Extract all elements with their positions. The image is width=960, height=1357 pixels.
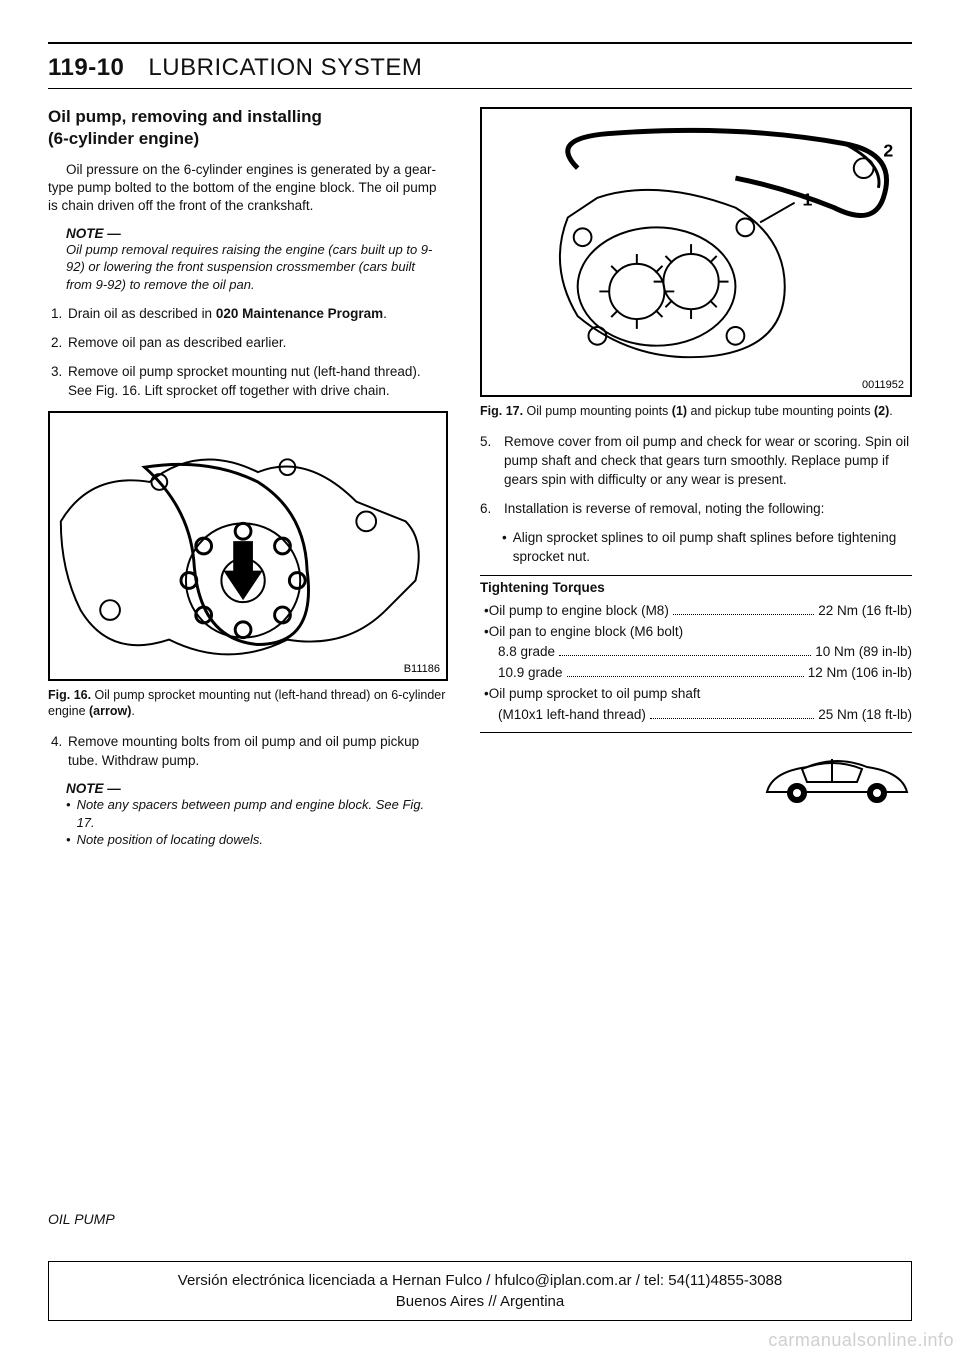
fig-label: Fig. 17. bbox=[480, 404, 523, 418]
note-body-2: Note any spacers between pump and engine… bbox=[66, 796, 438, 849]
step-6: 6. Installation is reverse of removal, n… bbox=[480, 500, 912, 519]
figure-16-box: B11186 bbox=[48, 411, 448, 681]
torque-title: Tightening Torques bbox=[480, 580, 912, 595]
torque-rule-bottom bbox=[480, 732, 912, 733]
torque-dots bbox=[673, 602, 814, 614]
step-bold: 020 Maintenance Program bbox=[216, 306, 383, 321]
figure-16-illustration bbox=[50, 413, 446, 679]
fig-label: Fig. 16. bbox=[48, 688, 91, 702]
figure-16-caption: Fig. 16. Oil pump sprocket mounting nut … bbox=[48, 687, 448, 720]
torque-value: 10 Nm (89 in-lb) bbox=[815, 642, 912, 663]
title-part: UBRICATION bbox=[162, 54, 313, 81]
torque-dots bbox=[567, 665, 804, 677]
license-line-1: Versión electrónica licenciada a Hernan … bbox=[61, 1270, 899, 1291]
torque-label: Oil pan to engine block (M6 bolt) bbox=[489, 622, 683, 643]
note-bullet: Note any spacers between pump and engine… bbox=[66, 796, 438, 831]
step-number: 5. bbox=[480, 433, 496, 490]
torque-row: (M10x1 left-hand thread) 25 Nm (18 ft-lb) bbox=[498, 705, 912, 726]
fig-b1: (1) bbox=[672, 404, 687, 418]
note-body: Oil pump removal requires raising the en… bbox=[66, 241, 438, 294]
title-part: S bbox=[321, 54, 338, 81]
step-text: Installation is reverse of removal, noti… bbox=[504, 500, 824, 519]
step-text: Remove mounting bolts from oil pump and … bbox=[68, 734, 419, 768]
step-text: Remove oil pump sprocket mounting nut (l… bbox=[68, 364, 421, 398]
callout-1: 1 bbox=[803, 190, 813, 210]
license-box: Versión electrónica licenciada a Hernan … bbox=[48, 1261, 912, 1321]
torque-block: Tightening Torques Oil pump to engine bl… bbox=[480, 575, 912, 734]
torque-label: Oil pump sprocket to oil pump shaft bbox=[489, 684, 701, 705]
figure-17-caption: Fig. 17. Oil pump mounting points (1) an… bbox=[480, 403, 912, 419]
car-icon bbox=[762, 747, 912, 807]
content-columns: Oil pump, removing and installing (6-cyl… bbox=[48, 107, 912, 861]
left-column: Oil pump, removing and installing (6-cyl… bbox=[48, 107, 448, 861]
torque-label: Oil pump to engine block (M8) bbox=[489, 601, 669, 622]
torque-value: 22 Nm (16 ft-lb) bbox=[818, 601, 912, 622]
section-title: Oil pump, removing and installing bbox=[48, 107, 448, 127]
fig-tail: . bbox=[889, 404, 892, 418]
page-title: LUBRICATION SYSTEM bbox=[148, 54, 422, 82]
license-line-2: Buenos Aires // Argentina bbox=[61, 1291, 899, 1312]
fig-text: Oil pump mounting points bbox=[523, 404, 672, 418]
torque-value: 25 Nm (18 ft-lb) bbox=[818, 705, 912, 726]
fig-mid: and pickup tube mounting points bbox=[687, 404, 874, 418]
note-label-2: NOTE — bbox=[66, 781, 448, 796]
rule-under-header bbox=[48, 88, 912, 89]
title-part: YSTEM bbox=[337, 54, 422, 81]
torque-label: (M10x1 left-hand thread) bbox=[498, 705, 646, 726]
note-bullet-text: Note any spacers between pump and engine… bbox=[77, 796, 438, 831]
figure-17-id: 0011952 bbox=[862, 379, 904, 391]
note-bullet: Note position of locating dowels. bbox=[66, 831, 438, 849]
section-subtitle: (6-cylinder engine) bbox=[48, 129, 448, 149]
step-5: 5. Remove cover from oil pump and check … bbox=[480, 433, 912, 490]
torque-row: 10.9 grade 12 Nm (106 in-lb) bbox=[498, 663, 912, 684]
step-2: Remove oil pan as described earlier. bbox=[66, 334, 448, 353]
steps-list-left-2: Remove mounting bolts from oil pump and … bbox=[66, 733, 448, 771]
steps-right: 5. Remove cover from oil pump and check … bbox=[480, 433, 912, 566]
step-3: Remove oil pump sprocket mounting nut (l… bbox=[66, 363, 448, 401]
torque-rule-top bbox=[480, 575, 912, 576]
footer-label: OIL PUMP bbox=[48, 1211, 115, 1227]
torque-list: Oil pump to engine block (M8) 22 Nm (16 f… bbox=[484, 601, 912, 727]
torque-row: 8.8 grade 10 Nm (89 in-lb) bbox=[498, 642, 912, 663]
title-part: L bbox=[148, 54, 162, 81]
rule-top bbox=[48, 42, 912, 44]
figure-17-illustration: 1 2 bbox=[482, 109, 910, 395]
torque-row: Oil pan to engine block (M6 bolt) bbox=[484, 622, 912, 643]
watermark: carmanualsonline.info bbox=[768, 1330, 954, 1351]
note-bullet-text: Note position of locating dowels. bbox=[77, 831, 263, 849]
page-number: 119-10 bbox=[48, 54, 124, 82]
step-6-sub: Align sprocket splines to oil pump shaft… bbox=[502, 529, 912, 567]
torque-dots bbox=[559, 644, 811, 656]
right-column: 1 2 0011952 Fig. 17. Oil pump mounting p… bbox=[480, 107, 912, 861]
step-number: 6. bbox=[480, 500, 496, 519]
fig-tail: . bbox=[131, 704, 134, 718]
intro-paragraph: Oil pressure on the 6-cylinder engines i… bbox=[48, 161, 448, 216]
step-text: Drain oil as described in bbox=[68, 306, 216, 321]
torque-label: 10.9 grade bbox=[498, 663, 563, 684]
step-text: Remove cover from oil pump and check for… bbox=[504, 433, 912, 490]
torque-row: Oil pump to engine block (M8) 22 Nm (16 f… bbox=[484, 601, 912, 622]
fig-bold: (arrow) bbox=[89, 704, 131, 718]
torque-dots bbox=[650, 707, 814, 719]
page-header: 119-10 LUBRICATION SYSTEM bbox=[48, 48, 912, 84]
figure-17-box: 1 2 0011952 bbox=[480, 107, 912, 397]
page: 119-10 LUBRICATION SYSTEM Oil pump, remo… bbox=[0, 0, 960, 1357]
step-4: Remove mounting bolts from oil pump and … bbox=[66, 733, 448, 771]
figure-16-id: B11186 bbox=[404, 663, 440, 675]
torque-row: Oil pump sprocket to oil pump shaft bbox=[484, 684, 912, 705]
step-text: Remove oil pan as described earlier. bbox=[68, 335, 286, 350]
steps-list-left: Drain oil as described in 020 Maintenanc… bbox=[66, 305, 448, 401]
torque-label: 8.8 grade bbox=[498, 642, 555, 663]
fig-b2: (2) bbox=[874, 404, 889, 418]
callout-2: 2 bbox=[883, 140, 893, 160]
step-text: . bbox=[383, 306, 387, 321]
torque-value: 12 Nm (106 in-lb) bbox=[808, 663, 912, 684]
step-1: Drain oil as described in 020 Maintenanc… bbox=[66, 305, 448, 324]
substep-text: Align sprocket splines to oil pump shaft… bbox=[513, 529, 912, 567]
note-label: NOTE — bbox=[66, 226, 448, 241]
